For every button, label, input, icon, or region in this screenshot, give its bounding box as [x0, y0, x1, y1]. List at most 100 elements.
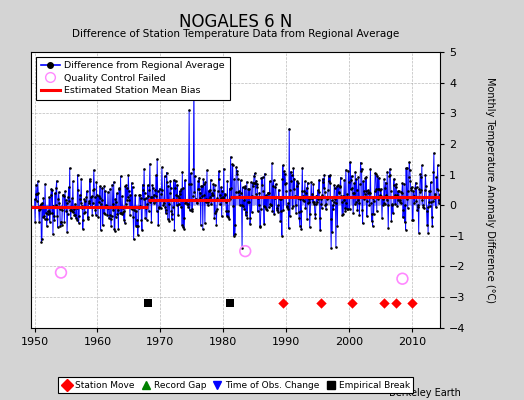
Point: [49, 202, 58, 209]
Point: [418, 197, 427, 203]
Point: [97, 196, 106, 203]
Point: [283, 205, 292, 212]
Point: [300, 188, 309, 194]
Point: [346, 159, 354, 166]
Point: [325, 178, 333, 184]
Point: [81, 198, 90, 204]
Point: [200, 192, 209, 198]
Point: [224, 208, 233, 215]
Point: [120, 208, 128, 215]
Point: [116, 173, 125, 180]
Point: [126, 212, 134, 218]
Point: [392, 181, 400, 187]
Point: [235, 193, 243, 200]
Point: [338, 212, 346, 218]
Point: [278, 176, 287, 182]
Point: [369, 195, 377, 201]
Point: [303, 215, 311, 222]
Point: [422, 183, 430, 189]
Point: [179, 224, 187, 230]
Point: [216, 201, 224, 208]
Point: [365, 189, 373, 196]
Point: [211, 210, 220, 217]
Point: [187, 170, 195, 176]
Point: [269, 182, 277, 189]
Point: [428, 214, 436, 220]
Point: [137, 194, 145, 201]
Point: [312, 200, 320, 207]
Point: [58, 206, 67, 213]
Point: [215, 192, 224, 198]
Point: [119, 217, 128, 223]
Point: [274, 202, 282, 208]
Point: [350, 190, 358, 196]
Point: [403, 164, 411, 171]
Point: [188, 208, 196, 215]
Point: [45, 194, 53, 201]
Point: [349, 210, 357, 216]
Point: [396, 199, 404, 205]
Point: [345, 206, 354, 212]
Point: [133, 223, 141, 230]
Legend: Station Move, Record Gap, Time of Obs. Change, Empirical Break: Station Move, Record Gap, Time of Obs. C…: [58, 377, 413, 394]
Point: [84, 199, 93, 206]
Point: [375, 186, 384, 192]
Point: [287, 168, 295, 175]
Point: [176, 188, 184, 194]
Point: [378, 215, 386, 221]
Point: [63, 229, 71, 235]
Point: [336, 182, 344, 189]
Y-axis label: Monthly Temperature Anomaly Difference (°C): Monthly Temperature Anomaly Difference (…: [485, 77, 495, 303]
Point: [373, 172, 381, 179]
Point: [395, 194, 403, 200]
Point: [100, 210, 108, 216]
Text: Difference of Station Temperature Data from Regional Average: Difference of Station Temperature Data f…: [72, 29, 399, 39]
Point: [385, 194, 393, 200]
Point: [32, 182, 40, 188]
Point: [192, 195, 200, 202]
Point: [77, 200, 85, 206]
Point: [110, 226, 118, 233]
Point: [154, 188, 162, 194]
Point: [363, 198, 372, 205]
Point: [339, 193, 347, 199]
Point: [376, 186, 384, 193]
Point: [68, 195, 76, 202]
Point: [255, 190, 264, 196]
Point: [416, 189, 424, 195]
Point: [80, 196, 89, 203]
Point: [137, 216, 146, 223]
Point: [288, 205, 297, 211]
Point: [43, 216, 51, 222]
Point: [436, 191, 444, 197]
Point: [398, 276, 407, 282]
Point: [206, 176, 215, 183]
Point: [37, 201, 45, 208]
Point: [289, 203, 297, 210]
Point: [368, 223, 377, 229]
Point: [233, 168, 242, 174]
Point: [123, 196, 131, 203]
Point: [79, 226, 87, 232]
Point: [50, 217, 59, 224]
Point: [330, 198, 338, 205]
Point: [152, 208, 161, 214]
Point: [255, 201, 263, 208]
Point: [130, 204, 139, 210]
Point: [244, 185, 253, 192]
Point: [58, 222, 66, 228]
Point: [261, 204, 269, 210]
Point: [124, 172, 133, 179]
Point: [140, 189, 149, 196]
Point: [250, 170, 259, 177]
Point: [169, 196, 178, 202]
Point: [161, 210, 170, 216]
Point: [400, 219, 409, 226]
Point: [334, 182, 342, 188]
Point: [134, 223, 143, 229]
Point: [317, 196, 325, 202]
Point: [215, 168, 223, 174]
Point: [411, 180, 420, 186]
Point: [398, 180, 407, 186]
Point: [321, 202, 330, 208]
